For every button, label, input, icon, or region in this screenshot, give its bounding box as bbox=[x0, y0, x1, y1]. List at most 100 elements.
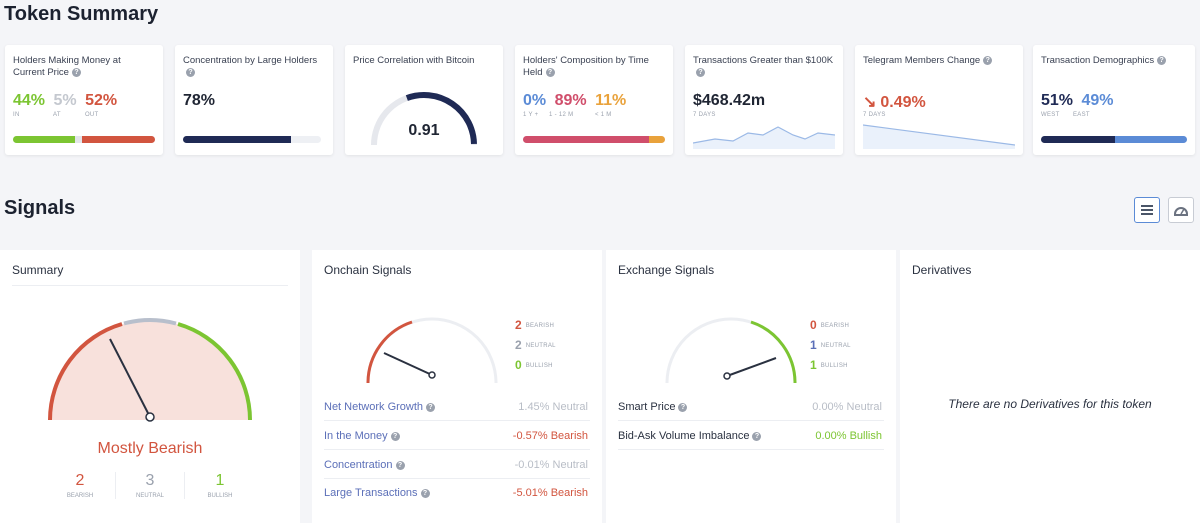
one-year-percent: 0% bbox=[523, 92, 547, 109]
card-price-correlation[interactable]: Price Correlation with Bitcoin 0.91 bbox=[345, 45, 503, 155]
telegram-sparkline bbox=[863, 124, 1015, 149]
card-holders-composition[interactable]: Holders' Composition by Time Held? 0% 89… bbox=[515, 45, 673, 155]
bullish-label: BULLISH bbox=[207, 493, 233, 499]
signal-row-value: -0.01% Neutral bbox=[514, 459, 588, 471]
exchange-panel: Exchange Signals 0 BEARISH 1 NEUTRAL 1 BULL… bbox=[606, 250, 896, 523]
question-icon[interactable]: ? bbox=[390, 431, 400, 441]
card-transaction-demographics[interactable]: Transaction Demographics? 51% 49% WEST E… bbox=[1033, 45, 1195, 155]
signal-row-value: -5.01% Bearish bbox=[512, 487, 588, 499]
signal-row-value: 0.00% Neutral bbox=[812, 401, 882, 413]
bearish-count: 2 bbox=[75, 472, 85, 489]
question-icon[interactable]: ? bbox=[696, 67, 705, 77]
gauge-needle bbox=[726, 357, 777, 377]
question-icon[interactable]: ? bbox=[678, 402, 688, 412]
sparkline-area bbox=[693, 127, 835, 149]
bullish-count: 1 bbox=[215, 472, 225, 489]
list-view-icon bbox=[1141, 205, 1153, 215]
card-telegram-members[interactable]: Telegram Members Change? ↘ 0.49% 7 DAYS bbox=[855, 45, 1023, 155]
in-percent: 44% bbox=[13, 92, 46, 109]
concentration-value: 78% bbox=[183, 92, 216, 109]
summary-title: Summary bbox=[12, 263, 64, 277]
needle-pivot bbox=[428, 371, 436, 379]
card-title: Telegram Members Change bbox=[863, 55, 981, 66]
east-percent: 49% bbox=[1081, 92, 1114, 109]
signal-row-label[interactable]: Smart Price? bbox=[618, 401, 688, 413]
out-label: OUT bbox=[84, 112, 99, 118]
arrow-down-right-icon: ↘ bbox=[863, 94, 877, 111]
question-icon[interactable]: ? bbox=[186, 67, 195, 77]
gauge-track bbox=[665, 317, 797, 384]
bar-out-fill bbox=[81, 136, 155, 143]
exchange-gauge bbox=[665, 317, 797, 384]
question-icon[interactable]: ? bbox=[983, 55, 993, 65]
card-holders-making-money[interactable]: Holders Making Money at Current Price? 4… bbox=[5, 45, 163, 155]
needle-pivot bbox=[723, 372, 731, 380]
signal-row-value: -0.57% Bearish bbox=[512, 430, 588, 442]
question-icon[interactable]: ? bbox=[545, 67, 555, 77]
gauge-fill bbox=[405, 92, 477, 145]
west-percent: 51% bbox=[1041, 92, 1074, 109]
neutral-label: NEUTRAL bbox=[525, 342, 556, 349]
bearish-label: BEARISH bbox=[66, 493, 94, 499]
onchain-gauge bbox=[366, 317, 498, 384]
exchange-title: Exchange Signals bbox=[618, 263, 715, 277]
derivatives-empty-text: There are no Derivatives for this token bbox=[948, 397, 1152, 411]
transactions-sparkline bbox=[693, 126, 835, 149]
card-large-transactions[interactable]: Transactions Greater than $100K? $468.42… bbox=[685, 45, 843, 155]
neutral-count: 2 bbox=[515, 338, 522, 352]
sparkline-area bbox=[863, 125, 1015, 149]
question-icon[interactable]: ? bbox=[1157, 55, 1167, 65]
card-concentration[interactable]: Concentration by Large Holders? 78% bbox=[175, 45, 333, 155]
under-month-label: < 1 M bbox=[594, 112, 612, 118]
onchain-panel: Onchain Signals 2 BEARISH 2 NEUTRAL 0 BULLI… bbox=[312, 250, 602, 523]
at-label: AT bbox=[52, 112, 61, 118]
telegram-change-value: 0.49% bbox=[880, 94, 926, 111]
signal-row-label[interactable]: Net Network Growth? bbox=[324, 401, 436, 413]
at-percent: 5% bbox=[53, 92, 77, 109]
question-icon[interactable]: ? bbox=[420, 488, 430, 498]
derivatives-panel: Derivatives There are no Derivatives for… bbox=[900, 250, 1200, 523]
card-title: Holders Making Money at Current Price bbox=[13, 55, 121, 78]
signal-row-label[interactable]: Bid-Ask Volume Imbalance? bbox=[618, 430, 762, 442]
onchain-title: Onchain Signals bbox=[324, 263, 412, 277]
question-icon[interactable]: ? bbox=[752, 431, 762, 441]
signal-row-value: 1.45% Neutral bbox=[518, 401, 588, 413]
bearish-arc bbox=[366, 320, 413, 384]
summary-verdict: Mostly Bearish bbox=[97, 440, 203, 457]
bar-concentration-fill bbox=[183, 136, 291, 143]
card-title: Concentration by Large Holders bbox=[183, 55, 318, 66]
signals-title: Signals bbox=[4, 197, 76, 219]
question-icon[interactable]: ? bbox=[71, 67, 81, 77]
one-year-label: 1 Y + bbox=[523, 112, 539, 118]
bearish-arc bbox=[48, 322, 123, 421]
bullish-label: BULLISH bbox=[820, 362, 848, 369]
sparkline-line bbox=[863, 124, 1015, 146]
neutral-arc bbox=[123, 318, 177, 326]
bullish-count: 1 bbox=[810, 358, 817, 372]
signal-row-label[interactable]: In the Money? bbox=[324, 430, 400, 442]
bullish-count: 0 bbox=[515, 358, 522, 372]
card-title: Holders' Composition by Time Held bbox=[523, 55, 649, 78]
signal-row-label[interactable]: Concentration? bbox=[324, 459, 405, 471]
bearish-count: 2 bbox=[515, 318, 522, 332]
list-view-button[interactable] bbox=[1134, 197, 1160, 223]
bearish-label: BEARISH bbox=[525, 322, 555, 329]
bullish-arc bbox=[750, 320, 797, 384]
needle-pivot bbox=[145, 412, 155, 422]
signal-row-label[interactable]: Large Transactions? bbox=[324, 487, 430, 499]
gauge-view-button[interactable] bbox=[1168, 197, 1194, 223]
divider bbox=[12, 285, 288, 286]
one-to-twelve-label: 1 - 12 M bbox=[548, 112, 574, 118]
gauge-fill-area bbox=[50, 320, 250, 420]
period-label: 7 DAYS bbox=[693, 112, 716, 118]
bullish-label: BULLISH bbox=[525, 362, 553, 369]
card-title: Transactions Greater than $100K bbox=[693, 55, 834, 66]
sparkline-line bbox=[693, 126, 835, 144]
neutral-label: NEUTRAL bbox=[820, 342, 851, 349]
question-icon[interactable]: ? bbox=[426, 402, 436, 412]
question-icon[interactable]: ? bbox=[395, 460, 405, 470]
card-title: Transaction Demographics bbox=[1041, 55, 1155, 66]
under-month-percent: 11% bbox=[595, 92, 627, 109]
one-to-twelve-percent: 89% bbox=[554, 92, 587, 109]
bar-under-month-fill bbox=[649, 136, 665, 143]
